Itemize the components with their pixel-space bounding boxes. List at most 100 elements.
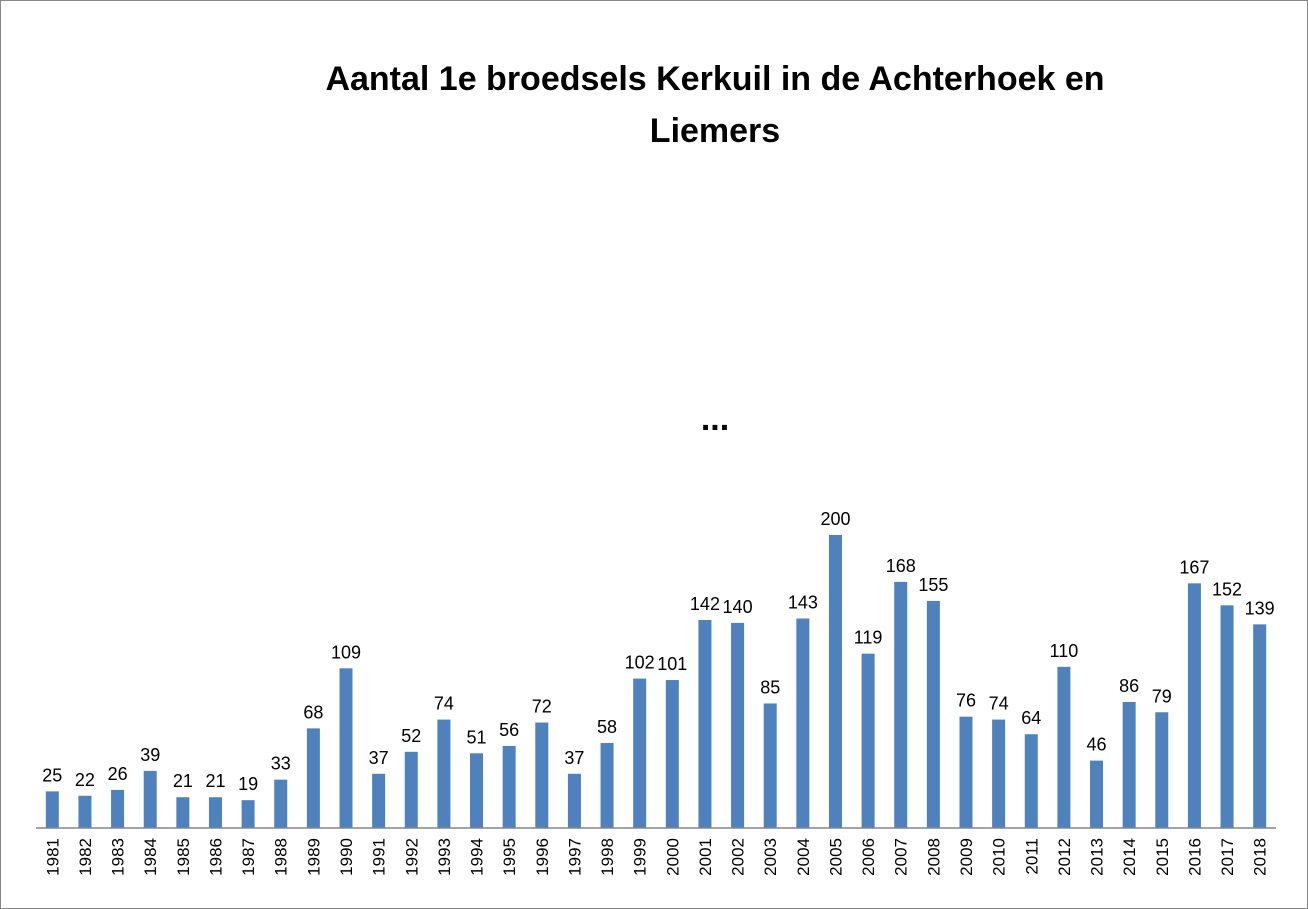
data-label: 37 (369, 748, 389, 768)
data-label: 46 (1087, 735, 1107, 755)
data-label: 19 (238, 774, 258, 794)
data-label: 21 (173, 771, 193, 791)
data-label: 26 (108, 764, 128, 784)
bar (111, 789, 125, 828)
bar (1253, 624, 1267, 828)
data-label: 119 (854, 628, 883, 648)
x-tick-label: 1996 (533, 838, 552, 876)
bar (1090, 760, 1104, 828)
x-tick-label: 2002 (729, 838, 748, 876)
x-tick-label: 1985 (174, 838, 193, 876)
x-tick-label: 1984 (141, 838, 160, 876)
x-tick-label: 1998 (598, 838, 617, 876)
bar (698, 619, 712, 828)
bar (1122, 702, 1136, 828)
bar (1187, 583, 1201, 828)
data-label: 86 (1119, 676, 1139, 696)
x-tick-label: 2001 (696, 838, 715, 876)
data-label: 25 (42, 765, 62, 785)
data-label: 21 (205, 771, 225, 791)
x-tick-label: 1981 (43, 838, 62, 876)
data-label: 64 (1021, 708, 1041, 728)
data-label: 140 (723, 597, 753, 617)
data-label: 155 (918, 575, 948, 595)
data-label: 76 (956, 691, 976, 711)
data-label: 52 (401, 726, 421, 746)
bar (796, 618, 810, 828)
data-label: 74 (434, 694, 454, 714)
bar (1220, 605, 1234, 828)
x-tick-label: 1989 (304, 838, 323, 876)
data-label: 109 (331, 642, 361, 662)
bar (241, 800, 255, 828)
x-tick-label: 2018 (1251, 838, 1270, 876)
data-label: 168 (886, 556, 916, 576)
data-label: 200 (820, 509, 850, 529)
data-label: 37 (564, 748, 584, 768)
x-tick-label: 1997 (565, 838, 584, 876)
data-label: 85 (760, 677, 780, 697)
x-tick-label: 1999 (631, 838, 650, 876)
bar (894, 581, 908, 828)
bar (404, 751, 418, 828)
bar (306, 728, 320, 828)
x-tick-label: 1986 (206, 838, 225, 876)
bar (828, 535, 842, 828)
x-tick-label: 2014 (1120, 838, 1139, 876)
data-label: 22 (75, 770, 95, 790)
bar (372, 773, 386, 828)
x-tick-label: 2004 (794, 838, 813, 876)
chart-title: Aantal 1e broedsels Kerkuil in de Achter… (325, 60, 1104, 98)
data-label: 110 (1050, 641, 1079, 661)
x-tick-label: 2007 (892, 838, 911, 876)
data-label: 39 (140, 745, 160, 765)
bar (143, 770, 157, 828)
x-tick-label: 2006 (859, 838, 878, 876)
data-label: 102 (625, 653, 655, 673)
x-tick-label: 1991 (370, 838, 389, 876)
data-label: 139 (1245, 598, 1275, 618)
x-tick-label: 2010 (990, 838, 1009, 876)
bar (763, 703, 777, 828)
bar (1155, 712, 1169, 828)
x-tick-label: 2015 (1153, 838, 1172, 876)
x-tick-label: 1992 (402, 838, 421, 876)
data-label: 72 (532, 697, 552, 717)
bar (861, 653, 875, 828)
bar (176, 797, 190, 828)
x-tick-label: 2012 (1055, 838, 1074, 876)
bar (926, 600, 940, 828)
bar (437, 719, 451, 828)
x-tick-label: 1994 (468, 838, 487, 876)
bar (567, 773, 581, 828)
data-label: 68 (303, 702, 323, 722)
bar (45, 791, 59, 828)
data-label: 167 (1179, 557, 1209, 577)
x-tick-label: 2016 (1185, 838, 1204, 876)
bar (1057, 666, 1071, 828)
x-tick-label: 1995 (500, 838, 519, 876)
x-tick-label: 2005 (826, 838, 845, 876)
data-label: 74 (989, 694, 1009, 714)
x-tick-label: 1983 (109, 838, 128, 876)
bar (1024, 734, 1038, 828)
x-tick-label: 1988 (272, 838, 291, 876)
x-tick-label: 1987 (239, 838, 258, 876)
chart-title: Liemers (650, 112, 780, 150)
x-tick-label: 2000 (663, 838, 682, 876)
bar (600, 743, 614, 828)
bar (470, 753, 484, 828)
x-tick-label: 2009 (957, 838, 976, 876)
x-tick-label: 2011 (1022, 838, 1041, 875)
x-tick-label: 2008 (924, 838, 943, 876)
x-tick-label: 1982 (76, 838, 95, 876)
x-tick-label: 2003 (761, 838, 780, 876)
bar (339, 668, 353, 828)
bar (502, 745, 516, 828)
data-label: 152 (1212, 579, 1242, 599)
x-tick-label: 2013 (1088, 838, 1107, 876)
bar (535, 722, 549, 828)
bar (992, 719, 1006, 828)
